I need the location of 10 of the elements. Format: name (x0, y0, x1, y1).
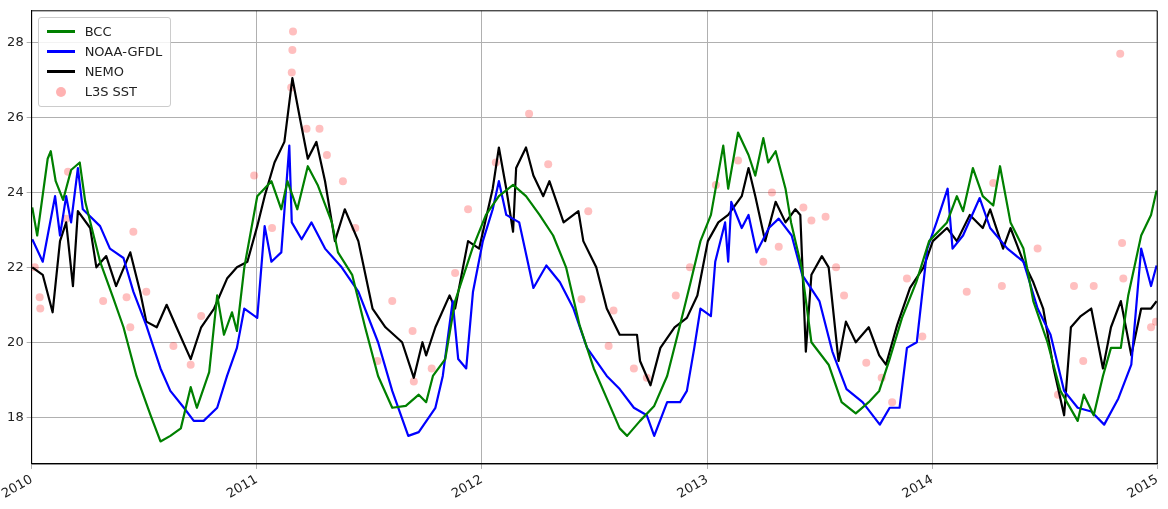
y-tick-label: 26 (7, 108, 24, 124)
legend-label: NOAA-GFDL (84, 44, 163, 60)
y-tick-label: 24 (7, 183, 24, 199)
y-tick-label: 18 (7, 408, 24, 424)
legend-label: NEMO (84, 64, 125, 80)
y-tick-label: 20 (7, 333, 24, 349)
y-tick-label: 22 (7, 258, 24, 274)
legend-label: BCC (84, 24, 112, 40)
legend-label: L3S SST (84, 84, 137, 100)
y-tick-label: 28 (7, 34, 24, 50)
